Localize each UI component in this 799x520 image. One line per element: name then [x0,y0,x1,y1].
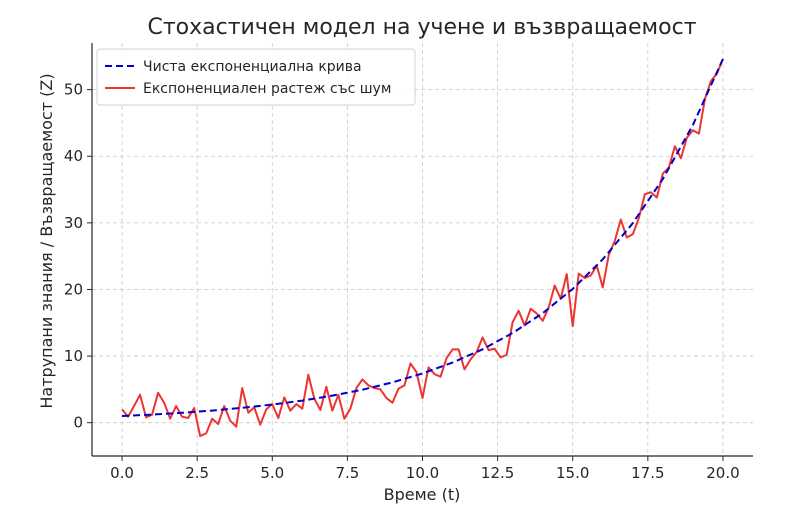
x-tick-label: 0.0 [110,464,134,482]
y-tick-label: 30 [64,214,83,232]
x-tick-label: 20.0 [706,464,739,482]
y-tick-label: 0 [73,414,83,432]
legend: Чиста експоненциална крива Експоненциален… [96,48,416,106]
x-tick-label: 10.0 [406,464,439,482]
x-tick-label: 12.5 [481,464,514,482]
x-tick-label: 2.5 [185,464,209,482]
legend-label-1: Експоненциален растеж със шум [143,81,391,97]
x-tick-label: 7.5 [335,464,359,482]
y-tick-label: 40 [64,147,83,165]
series-line-1 [121,58,724,438]
x-tick-label: 15.0 [556,464,589,482]
y-tick-label: 50 [64,81,83,99]
legend-box [96,48,416,106]
plot-area [121,58,724,438]
x-tick-label: 5.0 [260,464,284,482]
x-axis-label: Време (t) [384,485,461,504]
legend-label-0: Чиста експоненциална крива [143,59,362,75]
x-tick-label: 17.5 [631,464,664,482]
x-axis: 0.0 2.5 5.0 7.5 10.0 12.5 15.0 17.5 20.0 [92,455,753,482]
y-tick-label: 20 [64,280,83,298]
y-tick-label: 10 [64,347,83,365]
chart-title: Стохастичен модел на учене и възвращаемо… [147,15,696,40]
grid [92,43,753,456]
y-axis: 0 10 20 30 40 50 [64,43,93,456]
series-line-0 [122,58,724,418]
y-axis-label: Натрупани знания / Възвращаемост (Z) [37,73,56,408]
